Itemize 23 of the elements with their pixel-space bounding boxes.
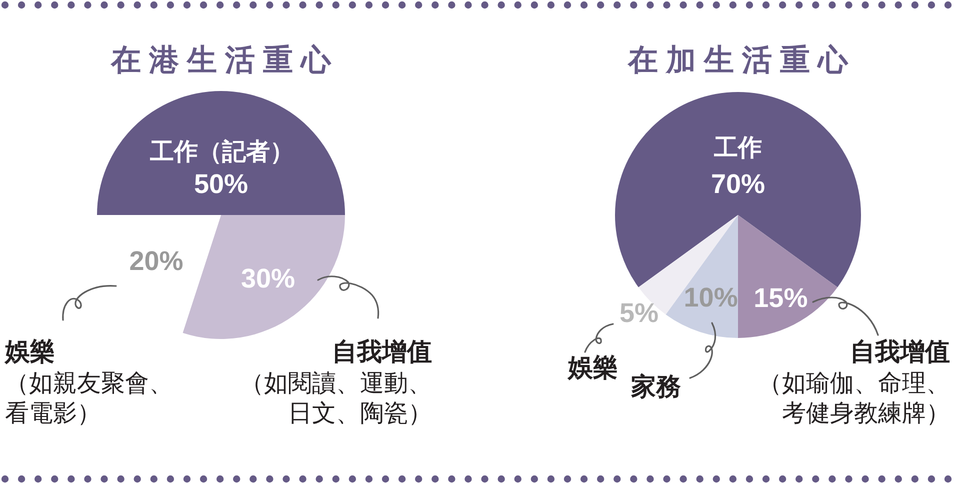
slice-label: 自我增值 xyxy=(332,337,432,367)
data-label: 15% xyxy=(754,282,808,313)
slice-label: 娛樂 xyxy=(568,353,618,383)
text: （如閱讀、運動、日文、陶瓷） xyxy=(239,368,432,428)
slice-label: 工作（記者） xyxy=(150,138,294,166)
pie-slice xyxy=(738,215,838,338)
data-label: 70% xyxy=(710,169,766,199)
chart-title: 在加生活重心 xyxy=(626,43,856,79)
text: （如瑜伽、命理、考健身教練牌） xyxy=(757,368,950,428)
slice-label: 家務 xyxy=(631,372,681,402)
pie-slice xyxy=(182,215,345,339)
data-label: 10% xyxy=(684,282,738,313)
chart-title: 在港生活重心 xyxy=(110,43,339,79)
data-label: 5% xyxy=(619,298,659,328)
pie-slice xyxy=(615,92,861,288)
data-label: 20% xyxy=(129,246,184,276)
data-label: 30% xyxy=(241,264,296,294)
slice-label: 自我增值 xyxy=(850,337,950,367)
slice-label: 娛樂 xyxy=(5,337,55,367)
pie-slice xyxy=(97,91,345,215)
slice-label: 工作 xyxy=(714,134,762,162)
text: （如親友聚會、看電影） xyxy=(5,368,174,428)
data-label: 50% xyxy=(194,169,248,199)
